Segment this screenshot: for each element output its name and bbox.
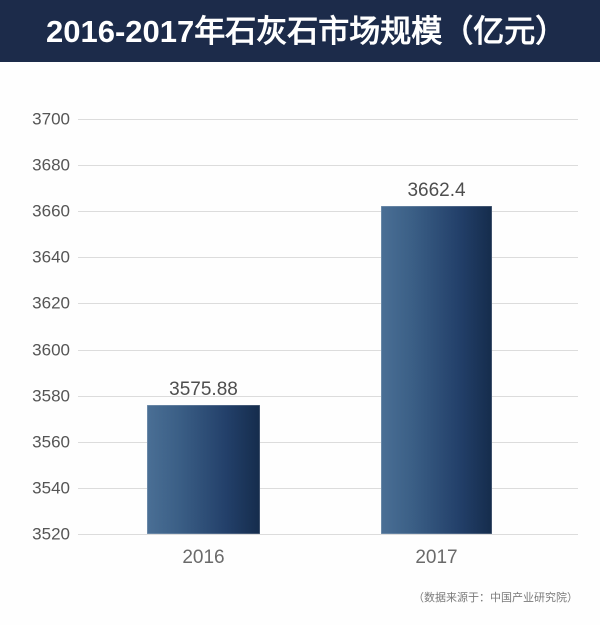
y-axis-tick-label: 3660 — [32, 201, 70, 221]
chart-source-note: （数据来源于：中国产业研究院） — [413, 592, 578, 604]
gridline — [78, 303, 578, 305]
bar-value-label-2016: 3575.88 — [169, 379, 238, 401]
y-axis-labels: 3700 3680 3660 3640 3620 3600 3580 3560 3540 3520 — [0, 111, 70, 543]
x-axis-label-2016: 2016 — [182, 547, 225, 568]
gridline — [78, 119, 578, 120]
plot-region: 3575.88 2016 3662.4 2017 — [78, 119, 578, 567]
gridline — [78, 487, 578, 489]
y-axis-tick-label: 3640 — [32, 247, 70, 267]
y-axis-tick-label: 3620 — [32, 293, 70, 313]
gridline — [78, 441, 578, 443]
title-banner: 2016-2017年石灰石市场规模（亿元） — [0, 0, 600, 62]
y-axis-tick-label: 3680 — [32, 155, 70, 175]
gridline — [78, 395, 578, 397]
x-axis-label-2017: 2017 — [415, 547, 458, 568]
gridline — [78, 211, 578, 213]
bar-2017[interactable] — [381, 205, 492, 534]
gridline — [78, 257, 578, 259]
chart-area: 3700 3680 3660 3640 3620 3600 3580 3560 3540 3520… — [0, 62, 600, 625]
y-axis-tick-label: 3700 — [32, 109, 70, 129]
gridline — [78, 165, 578, 167]
y-axis-tick-label: 3600 — [32, 340, 70, 360]
page-title: 2016-2017年石灰石市场规模（亿元） — [46, 13, 567, 49]
bar-value-label-2017: 3662.4 — [407, 179, 466, 201]
y-axis-tick-label: 3560 — [32, 432, 70, 452]
y-axis-tick-label: 3520 — [32, 524, 70, 544]
y-axis-tick-label: 3580 — [32, 386, 70, 406]
gridline — [78, 534, 578, 535]
gridline — [78, 349, 578, 351]
bar-2016[interactable] — [147, 405, 260, 534]
y-axis-tick-label: 3540 — [32, 478, 70, 498]
